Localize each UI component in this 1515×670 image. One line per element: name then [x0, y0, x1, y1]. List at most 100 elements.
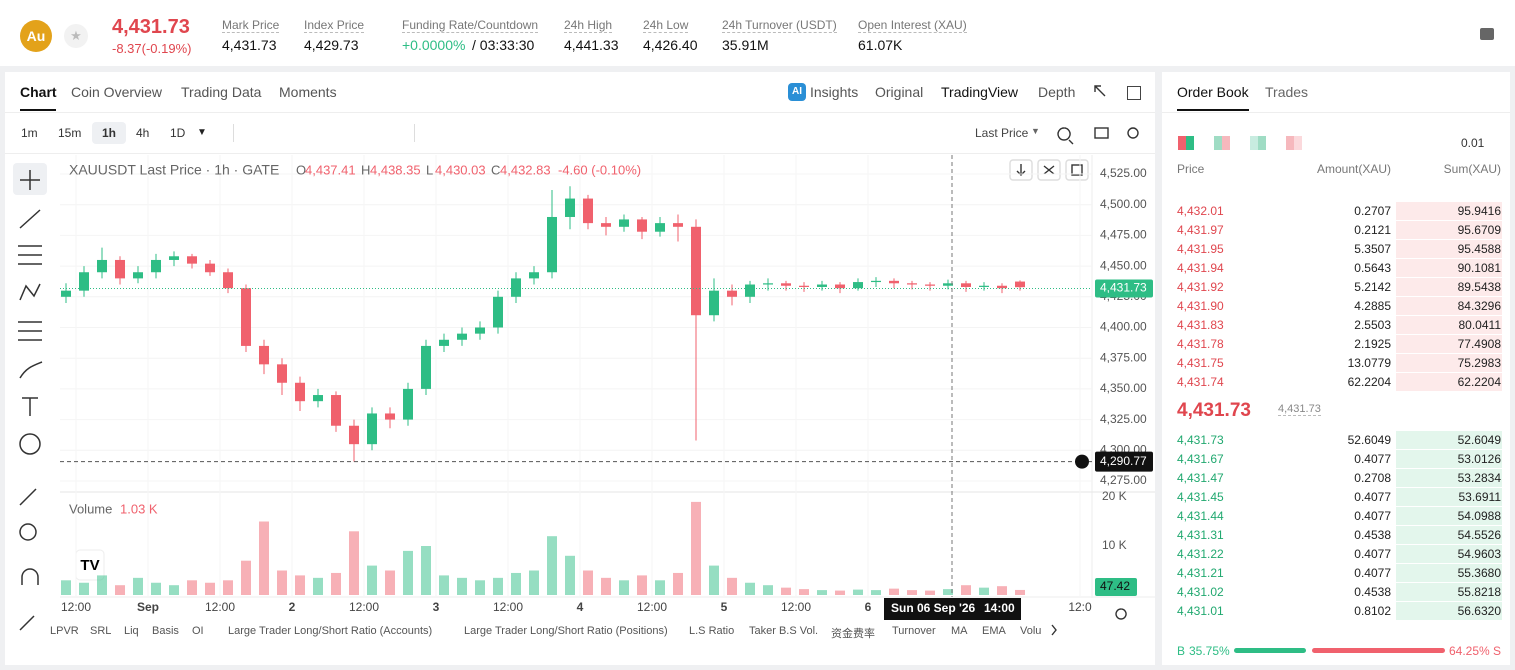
book-col: Amount(XAU): [1316, 162, 1391, 176]
stat-value: 4,441.33: [564, 37, 619, 53]
volume-tick-label: 10 K: [1102, 538, 1127, 552]
volume-bar: [205, 582, 215, 595]
indicator[interactable]: Volu: [1020, 625, 1042, 637]
volume-title: Volume: [69, 501, 112, 516]
volume-bar: [277, 570, 287, 595]
x-tick-label: 2: [289, 600, 296, 614]
interval[interactable]: 4h: [136, 126, 150, 140]
indicator[interactable]: SRL: [90, 625, 112, 637]
favorite[interactable]: ★: [64, 24, 88, 48]
candle-body: [313, 395, 323, 402]
sell-pct: 64.25%: [1449, 644, 1490, 658]
book-sum: 53.2834: [1457, 471, 1501, 485]
book-amount: 0.5643: [1354, 261, 1391, 275]
candle-body: [385, 413, 395, 420]
tab[interactable]: Trading Data: [181, 84, 262, 100]
indicator[interactable]: EMA: [982, 625, 1006, 637]
candle-body: [727, 290, 737, 297]
last-price: 4,431.73: [112, 16, 190, 38]
interval[interactable]: 1D: [170, 126, 186, 140]
indicator[interactable]: Large Trader Long/Short Ratio (Positions…: [464, 625, 668, 637]
book-step[interactable]: 0.01: [1461, 136, 1485, 150]
book-price: 4,431.47: [1177, 471, 1224, 485]
book-col: Sum(XAU): [1443, 162, 1501, 176]
price-type[interactable]: Last Price: [975, 126, 1029, 140]
candle-body: [817, 284, 827, 287]
volume-bar: [907, 590, 917, 595]
indicator[interactable]: L.S Ratio: [689, 625, 735, 637]
volume-bar: [781, 587, 791, 595]
depth-bar: [1396, 583, 1502, 601]
volume-bar: [1015, 589, 1025, 595]
view-tab[interactable]: Original: [875, 84, 924, 100]
indicator[interactable]: MA: [951, 625, 968, 637]
tab-underline: [20, 109, 56, 111]
book-price: 4,431.74: [1177, 375, 1224, 389]
indicator[interactable]: Large Trader Long/Short Ratio (Accounts): [228, 625, 433, 637]
depth-bar: [1396, 259, 1502, 277]
stat-label: Index Price: [304, 18, 365, 33]
tab[interactable]: Moments: [279, 84, 337, 100]
volume-bar: [727, 577, 737, 595]
indicator[interactable]: 资金费率: [831, 628, 875, 640]
y-tick-label: 4,500.00: [1100, 197, 1147, 211]
y-tick-label: 4,525.00: [1100, 166, 1147, 180]
volume-bar: [313, 577, 323, 595]
stat-value: 35.91M: [722, 37, 769, 53]
dropdown-caret[interactable]: ▼: [1031, 126, 1040, 136]
x-tick-label: 12:00: [205, 600, 235, 614]
interval[interactable]: 1m: [21, 126, 38, 140]
left-toolbar: [13, 163, 47, 631]
buy-key: B: [1177, 644, 1186, 658]
interval[interactable]: 15m: [58, 126, 82, 140]
volume-bar: [925, 590, 935, 595]
indicator[interactable]: OI: [192, 625, 204, 637]
crosshair-time: Sun 06 Sep '26: [891, 601, 976, 615]
interval[interactable]: 1h: [92, 122, 127, 144]
candle-body: [331, 395, 341, 426]
view-tab[interactable]: TradingView: [941, 84, 1019, 100]
tab[interactable]: Chart: [20, 84, 57, 100]
book-view-trades[interactable]: [1286, 136, 1302, 150]
indicator[interactable]: Liq: [124, 625, 139, 637]
book-view-both[interactable]: [1178, 136, 1194, 150]
volume-bar: [943, 589, 953, 595]
indicator[interactable]: Taker B.S Vol.: [749, 625, 819, 637]
dropdown-caret[interactable]: ▼: [197, 127, 207, 138]
book-tab[interactable]: Order Book: [1177, 84, 1249, 100]
book-amount: 0.4077: [1354, 490, 1391, 504]
last-price-box: [1095, 279, 1153, 298]
book-price: 4,431.21: [1177, 566, 1224, 580]
book-view-asks[interactable]: [1214, 136, 1230, 150]
depth-bar: [1396, 335, 1502, 353]
book-tab[interactable]: Trades: [1265, 84, 1309, 100]
indicator[interactable]: Basis: [152, 625, 179, 637]
stat-value: 4,426.40: [643, 37, 698, 53]
candle-body: [637, 219, 647, 232]
candle-body: [961, 283, 971, 287]
y-tick-label: 4,275.00: [1100, 473, 1147, 487]
candle-body: [889, 280, 899, 284]
tab[interactable]: Coin Overview: [71, 84, 163, 100]
book-sum: 80.0411: [1458, 318, 1502, 332]
book-price: 4,431.67: [1177, 452, 1224, 466]
window-icon[interactable]: [1127, 86, 1141, 100]
volume-bar: [115, 585, 125, 595]
candle-body: [277, 364, 287, 383]
book-amount: 0.4077: [1354, 509, 1391, 523]
volume-bar: [547, 536, 557, 595]
mid-price: 4,431.73: [1177, 400, 1251, 421]
indicator[interactable]: LPVR: [50, 625, 79, 637]
book-amount: 5.3507: [1354, 242, 1391, 256]
book-price: 4,431.97: [1177, 223, 1224, 237]
settings-icon[interactable]: [1480, 28, 1494, 40]
candle-body: [673, 223, 683, 227]
book-view-bids[interactable]: [1250, 136, 1266, 150]
view-tab[interactable]: Insights: [810, 84, 859, 100]
sell-key: S: [1493, 644, 1502, 658]
view-tab[interactable]: Depth: [1038, 84, 1076, 100]
candle-body: [619, 219, 629, 227]
indicator[interactable]: Turnover: [892, 625, 936, 637]
book-sum: 53.0126: [1457, 452, 1501, 466]
book-price: 4,431.02: [1177, 585, 1224, 599]
